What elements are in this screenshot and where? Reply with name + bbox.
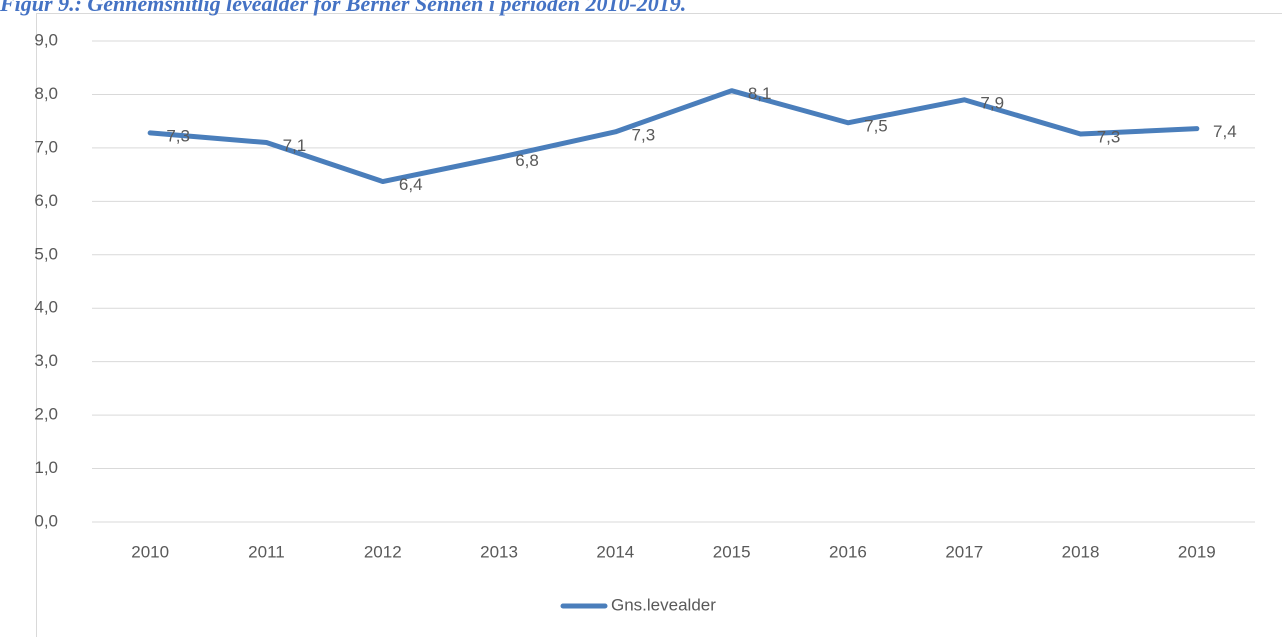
y-tick-label: 8,0 bbox=[34, 84, 58, 103]
y-tick-label: 9,0 bbox=[34, 30, 58, 49]
y-tick-label: 5,0 bbox=[34, 244, 58, 263]
x-tick-label: 2016 bbox=[829, 542, 867, 561]
x-tick-label: 2019 bbox=[1178, 542, 1216, 561]
data-label: 7,5 bbox=[864, 116, 888, 135]
x-tick-label: 2011 bbox=[248, 542, 285, 561]
y-tick-label: 4,0 bbox=[34, 298, 58, 317]
data-label: 7,3 bbox=[632, 125, 656, 144]
data-label: 7,4 bbox=[1213, 122, 1237, 141]
y-tick-label: 6,0 bbox=[34, 191, 58, 210]
x-tick-label: 2013 bbox=[480, 542, 518, 561]
series-line bbox=[147, 88, 1200, 185]
y-tick-label: 0,0 bbox=[34, 511, 58, 530]
x-tick-label: 2017 bbox=[945, 542, 983, 561]
data-label: 7,1 bbox=[283, 136, 307, 155]
data-label: 7,3 bbox=[166, 126, 190, 145]
y-tick-label: 7,0 bbox=[34, 137, 58, 156]
x-tick-label: 2014 bbox=[596, 542, 634, 561]
x-tick-label: 2012 bbox=[364, 542, 402, 561]
y-tick-label: 2,0 bbox=[34, 405, 58, 424]
legend-label: Gns.levealder bbox=[611, 595, 716, 614]
x-tick-label: 2010 bbox=[131, 542, 169, 561]
y-tick-label: 1,0 bbox=[34, 458, 58, 477]
y-tick-label: 3,0 bbox=[34, 351, 58, 370]
data-label: 6,4 bbox=[399, 175, 423, 194]
x-tick-label: 2015 bbox=[713, 542, 751, 561]
data-label: 7,9 bbox=[980, 93, 1004, 112]
chart-title: Figur 9.: Gennemsnitlig levealder for Be… bbox=[0, 0, 686, 16]
data-label: 6,8 bbox=[515, 151, 539, 170]
data-label: 8,1 bbox=[748, 84, 772, 103]
x-tick-label: 2018 bbox=[1062, 542, 1100, 561]
data-label: 7,3 bbox=[1097, 127, 1121, 146]
